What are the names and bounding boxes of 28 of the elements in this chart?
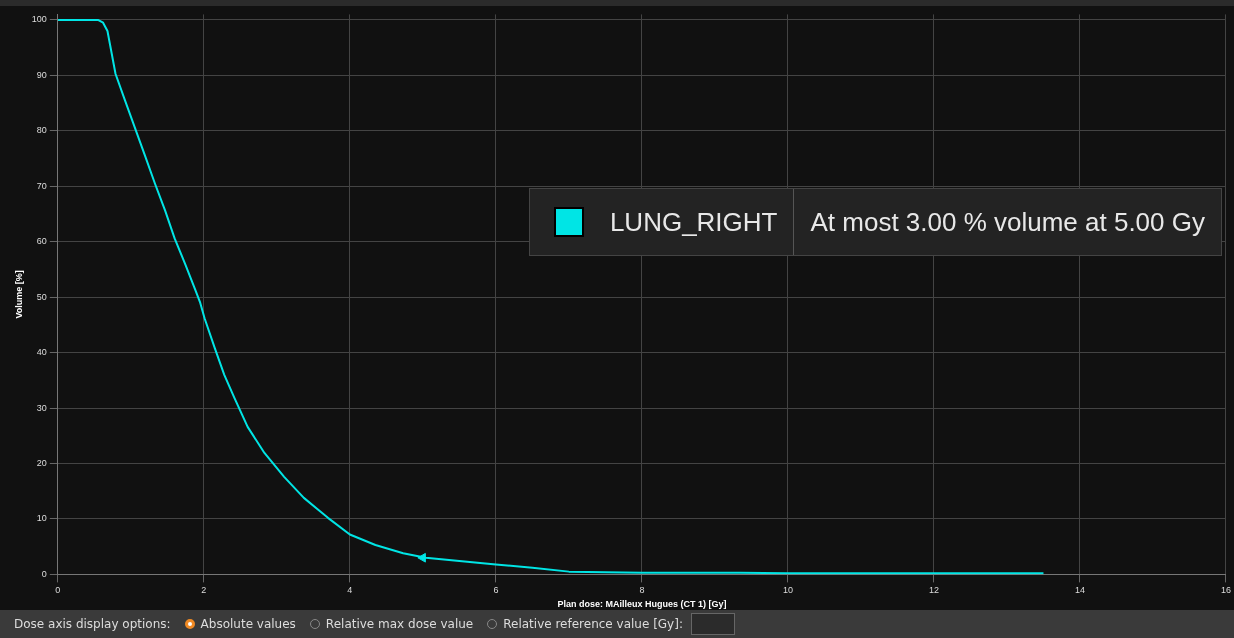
text: Relative reference value [Gy]:	[503, 617, 683, 631]
x-axis-title: Plan dose: MAilleux Hugues (CT 1) [Gy]	[557, 599, 727, 610]
x-tick-label: 2	[201, 585, 207, 596]
x-tick-label: 12	[928, 585, 939, 596]
y-tick-label: 50	[36, 291, 47, 302]
y-tick-label: 60	[36, 236, 47, 247]
y-tick-label: 0	[41, 568, 47, 579]
y-tick-label: 30	[36, 402, 47, 413]
x-tick-label: 10	[782, 585, 793, 596]
y-tick-label: 90	[36, 69, 47, 80]
x-tick-label: 16	[1220, 585, 1231, 596]
y-tick-label: 80	[36, 125, 47, 136]
text: Dose axis display options:	[14, 617, 171, 631]
x-tick-label: 14	[1074, 585, 1085, 596]
annotation: At most 3.00 % volume at 5.00 Gy	[809, 206, 1206, 238]
y-tick-label: 10	[36, 513, 47, 524]
y-axis-title: Volume [%]	[13, 270, 24, 319]
y-tick-label: 40	[36, 347, 47, 358]
x-tick-label: 8	[639, 585, 645, 596]
x-tick-label: 0	[55, 585, 61, 596]
x-tick-label: 6	[493, 585, 499, 596]
legend-label: LUNG_RIGHT	[609, 206, 778, 238]
text: Relative max dose value	[325, 617, 474, 631]
y-tick-label: 20	[36, 457, 47, 468]
y-tick-label: 70	[36, 180, 47, 191]
text: Absolute values	[200, 617, 296, 631]
x-tick-label: 4	[347, 585, 353, 596]
y-tick-label: 100	[31, 14, 47, 25]
